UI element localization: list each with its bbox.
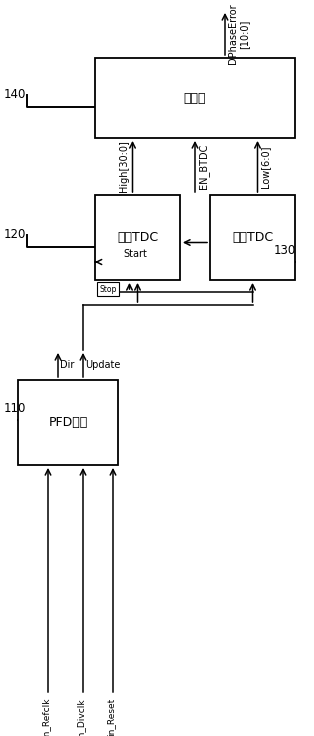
Text: 整数TDC: 整数TDC <box>117 231 158 244</box>
Text: Update: Update <box>85 360 120 370</box>
Text: in_Divclk: in_Divclk <box>77 698 85 736</box>
Text: 130: 130 <box>274 244 296 257</box>
Text: Low[6:0]: Low[6:0] <box>261 145 270 188</box>
Bar <box>210 195 295 280</box>
Text: DPhaseError
[10:0]: DPhaseError [10:0] <box>228 4 250 64</box>
Text: 小数TDC: 小数TDC <box>232 231 273 244</box>
Text: PFD电路: PFD电路 <box>48 416 88 429</box>
Text: EN_BTDC: EN_BTDC <box>198 144 209 189</box>
Bar <box>95 195 180 280</box>
Text: 140: 140 <box>4 88 26 102</box>
Text: Stop: Stop <box>99 285 117 294</box>
Text: in_Reset: in_Reset <box>106 698 116 736</box>
Text: Dir: Dir <box>60 360 74 370</box>
Text: 120: 120 <box>4 228 26 241</box>
Bar <box>97 282 119 296</box>
Bar <box>95 58 295 138</box>
Text: High[30:0]: High[30:0] <box>120 141 129 192</box>
Text: 110: 110 <box>4 402 26 414</box>
Text: 译码器: 译码器 <box>184 91 206 105</box>
Text: in_Refclk: in_Refclk <box>41 698 51 736</box>
Bar <box>18 380 118 465</box>
Text: Start: Start <box>123 249 147 259</box>
